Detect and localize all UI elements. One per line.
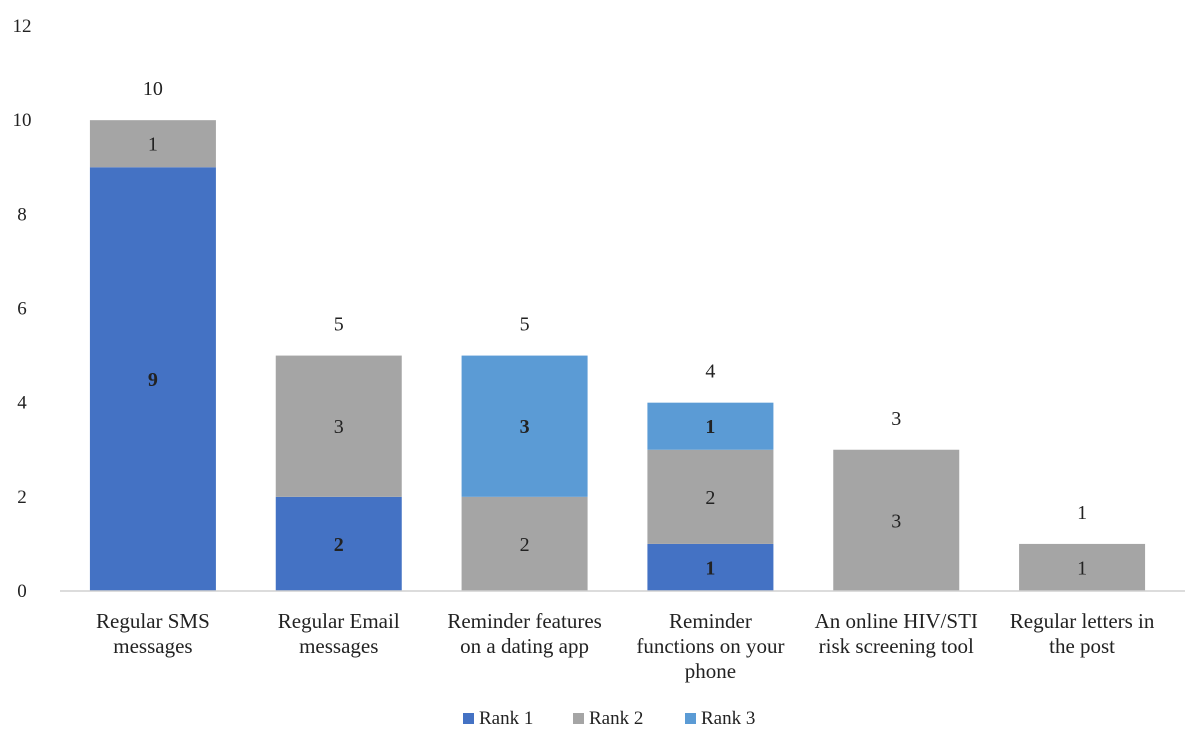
segment-data-label: 1	[148, 134, 158, 156]
bar-segment	[275, 496, 402, 591]
bar-segment	[1019, 543, 1146, 591]
legend-label: Rank 3	[701, 708, 755, 729]
total-data-label: 3	[891, 408, 901, 430]
x-tick-label: An online HIV/STI risk screening tool	[815, 609, 978, 658]
segment-data-label: 1	[705, 416, 715, 438]
legend: Rank 1 Rank 2 Rank 3	[463, 708, 755, 729]
segment-data-label: 3	[520, 416, 530, 438]
x-tick-label: Regular SMS messages	[96, 609, 210, 658]
segment-data-label: 2	[705, 487, 715, 509]
legend-label: Rank 2	[589, 708, 643, 729]
y-tick-label: 10	[13, 110, 32, 131]
total-data-label: 10	[143, 78, 163, 100]
x-axis: Regular SMS messages Regular Email messages…	[96, 609, 1155, 683]
bar-segment	[89, 120, 216, 168]
legend-swatch	[573, 713, 584, 724]
total-data-label: 4	[705, 361, 715, 383]
bar-segment	[89, 167, 216, 591]
x-tick-label: Reminder features on a dating app	[447, 609, 602, 658]
y-axis: 0 2 4 6 8 10 12	[13, 16, 32, 602]
bar-segment	[461, 496, 588, 591]
bars: 9 1 10 2 3 5 2 3 5 1 2 1 4 3 3 1 1	[89, 78, 1146, 591]
x-tick-label: Reminder functions on your phone	[636, 609, 784, 683]
bar-segment	[647, 449, 774, 544]
segment-data-label: 1	[1077, 557, 1087, 579]
y-tick-label: 8	[17, 204, 27, 225]
bar-segment	[275, 355, 402, 497]
x-tick-label: Regular Email messages	[278, 609, 400, 658]
segment-data-label: 2	[520, 534, 530, 556]
bar-segment	[461, 355, 588, 497]
segment-data-label: 2	[334, 534, 344, 556]
x-tick-label: Regular letters in the post	[1010, 609, 1155, 658]
legend-swatch	[685, 713, 696, 724]
bar-segment	[833, 449, 960, 591]
legend-label: Rank 1	[479, 708, 533, 729]
segment-data-label: 1	[705, 557, 715, 579]
y-tick-label: 12	[13, 16, 32, 37]
y-tick-label: 6	[17, 299, 27, 320]
bar-segment	[647, 543, 774, 591]
bar-segment	[647, 402, 774, 450]
legend-swatch	[463, 713, 474, 724]
segment-data-label: 3	[891, 510, 901, 532]
total-data-label: 5	[334, 314, 344, 336]
segment-data-label: 9	[148, 369, 158, 391]
total-data-label: 1	[1077, 502, 1087, 524]
y-tick-label: 0	[17, 581, 27, 602]
segment-data-label: 3	[334, 416, 344, 438]
total-data-label: 5	[520, 314, 530, 336]
y-tick-label: 4	[17, 393, 27, 414]
y-tick-label: 2	[17, 487, 27, 508]
